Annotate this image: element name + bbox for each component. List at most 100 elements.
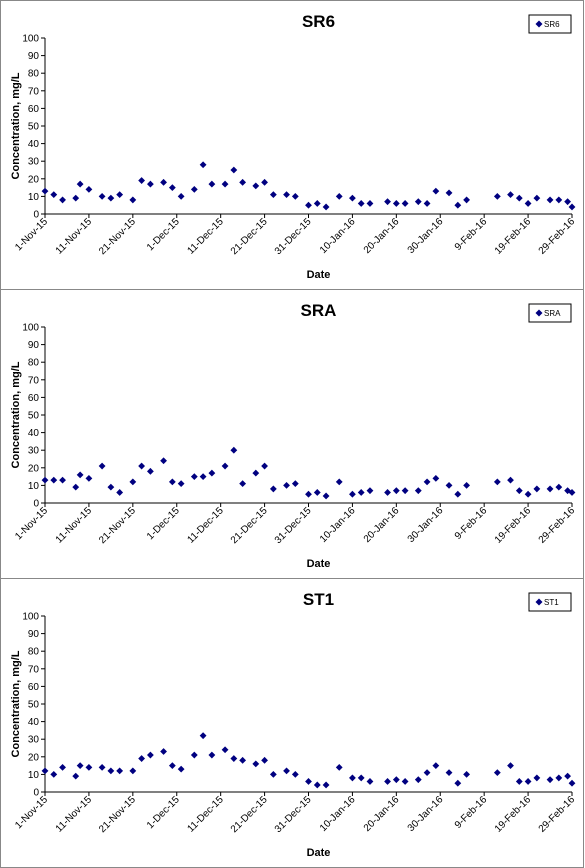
data-point bbox=[190, 473, 198, 480]
data-point bbox=[41, 187, 49, 195]
data-point bbox=[515, 194, 523, 202]
data-point bbox=[177, 480, 185, 488]
data-point bbox=[107, 767, 115, 775]
data-point bbox=[221, 746, 229, 754]
data-point bbox=[72, 483, 80, 491]
y-tick-label: 60 bbox=[28, 682, 40, 693]
data-point bbox=[305, 490, 312, 498]
y-tick-label: 70 bbox=[28, 664, 40, 675]
x-tick-label: 9-Feb-16 bbox=[453, 794, 490, 831]
data-point bbox=[401, 487, 409, 495]
y-axis-label: Concentration, mg/L bbox=[10, 361, 22, 468]
legend-marker bbox=[535, 20, 543, 28]
data-point bbox=[515, 487, 523, 495]
data-point bbox=[463, 196, 470, 204]
data-point bbox=[423, 769, 431, 777]
x-tick-label: 30-Jan-16 bbox=[406, 216, 446, 256]
x-tick-label: 10-Jan-16 bbox=[318, 794, 358, 834]
x-tick-label: 11-Nov-15 bbox=[54, 505, 95, 546]
chart-svg-sra: SRA SRA 0 10 20 30 40 50 60 70 80 90 100 1-Nov-15 11-N… bbox=[10, 301, 578, 570]
legend-label: SR6 bbox=[544, 20, 560, 29]
data-point bbox=[493, 769, 501, 777]
x-tick-label: 29-Feb-16 bbox=[537, 794, 578, 835]
data-point bbox=[335, 763, 343, 771]
chart-panel-sr6: SR6 SR6 0 10 20 30 40 50 60 70 80 90 100 1-Nov-15 11-N… bbox=[0, 0, 584, 290]
data-point bbox=[305, 201, 312, 209]
chart-title: ST1 bbox=[303, 590, 334, 609]
x-tick-label: 1-Dec-15 bbox=[145, 216, 182, 253]
data-point bbox=[138, 462, 146, 470]
data-point bbox=[107, 194, 115, 202]
data-point bbox=[85, 474, 93, 482]
data-point bbox=[533, 194, 541, 202]
data-point bbox=[239, 756, 247, 764]
data-point bbox=[564, 198, 572, 206]
legend-marker bbox=[535, 309, 543, 317]
x-tick-label: 19-Feb-16 bbox=[493, 505, 534, 546]
series-st1 bbox=[41, 732, 576, 789]
data-point bbox=[401, 778, 409, 785]
x-tick-label: 29-Feb-16 bbox=[537, 505, 578, 546]
data-point bbox=[147, 751, 154, 759]
legend: SR6 bbox=[528, 14, 572, 34]
legend-box bbox=[528, 303, 572, 323]
y-tick-label: 100 bbox=[22, 34, 39, 45]
x-tick-label: 10-Jan-16 bbox=[318, 505, 358, 545]
data-point bbox=[50, 771, 58, 778]
data-point bbox=[283, 191, 290, 199]
data-point bbox=[76, 762, 84, 769]
data-point bbox=[454, 490, 462, 498]
x-tick-label: 1-Dec-15 bbox=[145, 505, 182, 542]
data-point bbox=[230, 446, 238, 454]
data-point bbox=[555, 483, 563, 491]
data-point bbox=[239, 480, 247, 488]
data-point bbox=[322, 492, 330, 500]
data-point bbox=[349, 194, 356, 202]
data-point bbox=[199, 473, 207, 480]
data-point bbox=[392, 200, 400, 207]
x-tick-label: 31-Dec-15 bbox=[273, 216, 314, 257]
data-point bbox=[129, 478, 137, 486]
data-point bbox=[454, 779, 462, 787]
data-point bbox=[72, 772, 80, 780]
data-point bbox=[129, 767, 137, 775]
data-point bbox=[269, 191, 277, 199]
x-tick-label: 29-Feb-16 bbox=[537, 216, 578, 257]
x-tick-label: 21-Dec-15 bbox=[229, 794, 270, 835]
data-point bbox=[98, 193, 106, 200]
data-point bbox=[515, 778, 523, 785]
x-tick-label: 11-Nov-15 bbox=[54, 794, 95, 835]
y-tick-label: 80 bbox=[28, 69, 40, 80]
y-tick-label: 0 bbox=[33, 499, 39, 510]
x-tick-label: 1-Nov-15 bbox=[13, 505, 50, 542]
x-tick-label: 11-Dec-15 bbox=[186, 216, 227, 257]
y-tick-label: 20 bbox=[28, 174, 40, 185]
data-point bbox=[98, 763, 106, 771]
data-point bbox=[291, 193, 299, 200]
x-axis-label: Date bbox=[307, 558, 331, 570]
data-point bbox=[168, 184, 176, 191]
data-point bbox=[72, 194, 80, 202]
data-point bbox=[208, 180, 216, 188]
data-point bbox=[414, 487, 422, 495]
data-point bbox=[41, 476, 49, 484]
y-tick-label: 30 bbox=[28, 446, 40, 457]
data-point bbox=[59, 476, 66, 484]
x-tick-label: 10-Jan-16 bbox=[318, 216, 358, 256]
data-point bbox=[138, 755, 146, 762]
data-point bbox=[85, 185, 93, 193]
data-point bbox=[107, 483, 115, 491]
data-point bbox=[160, 457, 167, 465]
series-sr6 bbox=[41, 161, 576, 211]
data-point bbox=[283, 767, 290, 775]
chart-title: SR6 bbox=[302, 12, 335, 31]
data-point bbox=[349, 774, 356, 782]
data-point bbox=[463, 771, 470, 778]
x-tick-label: 20-Jan-16 bbox=[362, 505, 402, 545]
data-point bbox=[116, 191, 124, 199]
data-point bbox=[445, 189, 453, 197]
data-point bbox=[349, 490, 356, 498]
data-point bbox=[41, 767, 49, 775]
data-point bbox=[252, 760, 260, 768]
